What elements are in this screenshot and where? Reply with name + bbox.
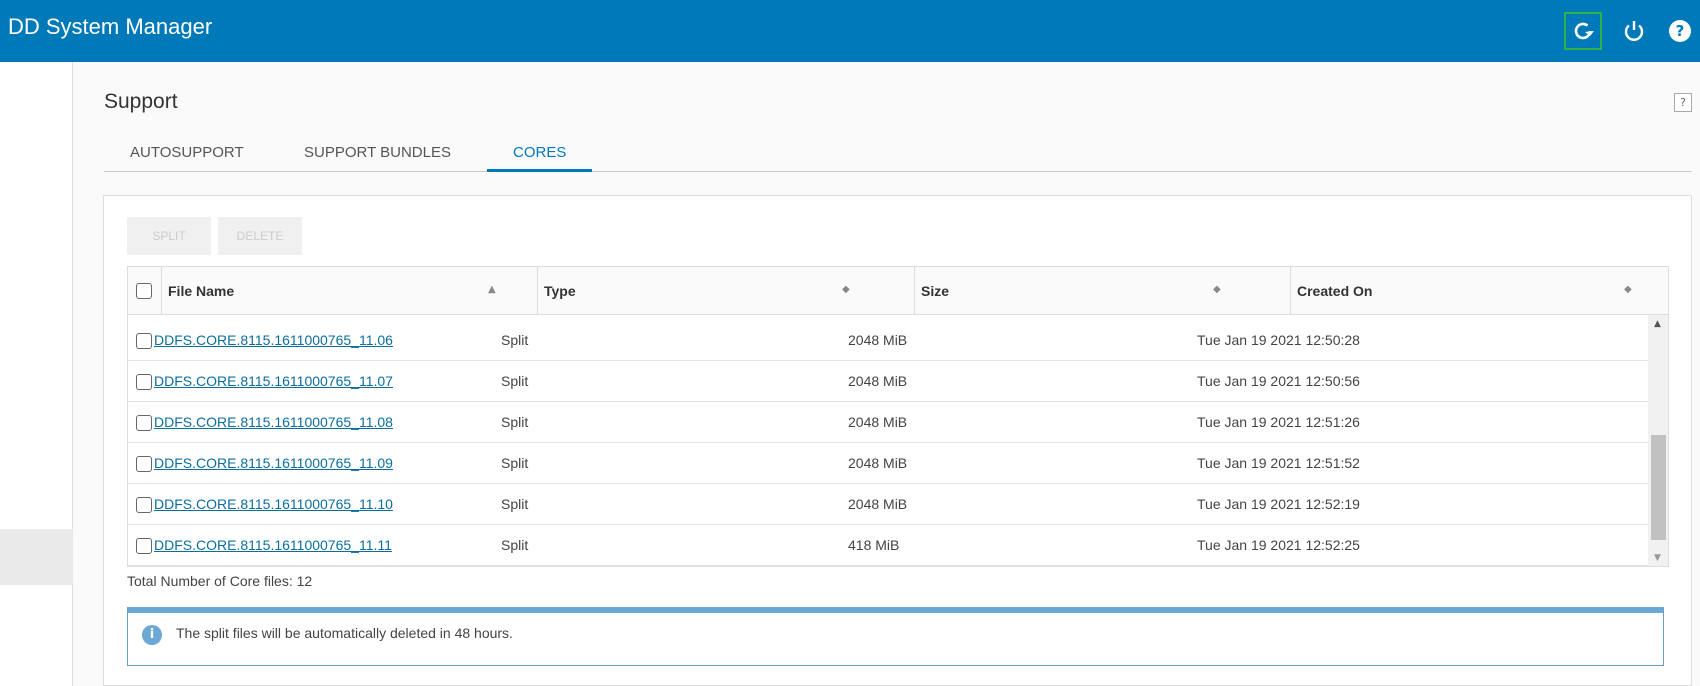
table-header: File Name ▲ Type ◆ Size ◆ Created On ◆ bbox=[128, 267, 1668, 315]
total-core-files: Total Number of Core files: 12 bbox=[127, 573, 313, 589]
refresh-icon[interactable] bbox=[1564, 12, 1602, 50]
svg-text:?: ? bbox=[1676, 22, 1685, 40]
type-cell: Split bbox=[501, 414, 529, 430]
size-cell: 418 MiB bbox=[848, 537, 900, 553]
row-checkbox[interactable] bbox=[136, 333, 152, 349]
size-cell: 2048 MiB bbox=[848, 373, 908, 389]
sidebar-item-selected[interactable] bbox=[0, 529, 73, 585]
sort-icon[interactable]: ◆ bbox=[1624, 284, 1632, 295]
file-name-link[interactable]: DDFS.CORE.8115.1611000765_11.09 bbox=[154, 455, 393, 471]
page-help-button[interactable]: ? bbox=[1674, 93, 1692, 112]
created-on-cell: Tue Jan 19 2021 12:51:52 bbox=[1197, 455, 1360, 471]
table-row: DDFS.CORE.8115.1611000765_11.06 Split 20… bbox=[128, 320, 1648, 361]
table-row: DDFS.CORE.8115.1611000765_11.09 Split 20… bbox=[128, 443, 1648, 484]
tab-bar: AUTOSUPPORT SUPPORT BUNDLES CORES bbox=[104, 140, 1692, 172]
info-alert: i The split files will be automatically … bbox=[127, 607, 1664, 666]
sort-icon[interactable]: ◆ bbox=[1213, 284, 1221, 295]
scroll-down-icon[interactable]: ▼ bbox=[1654, 553, 1661, 563]
file-name-link[interactable]: DDFS.CORE.8115.1611000765_11.10 bbox=[154, 496, 393, 512]
file-name-link[interactable]: DDFS.CORE.8115.1611000765_11.07 bbox=[154, 373, 393, 389]
scroll-up-icon[interactable]: ▲ bbox=[1654, 319, 1661, 329]
page-title: Support bbox=[104, 90, 178, 113]
row-checkbox[interactable] bbox=[136, 538, 152, 554]
type-cell: Split bbox=[501, 373, 529, 389]
created-on-cell: Tue Jan 19 2021 12:52:19 bbox=[1197, 496, 1360, 512]
delete-button[interactable]: DELETE bbox=[218, 217, 302, 255]
size-cell: 2048 MiB bbox=[848, 496, 908, 512]
table-row: DDFS.CORE.8115.1611000765_11.11 Split 41… bbox=[128, 525, 1648, 566]
tab-autosupport[interactable]: AUTOSUPPORT bbox=[130, 144, 244, 161]
split-button[interactable]: SPLIT bbox=[127, 217, 211, 255]
size-cell: 2048 MiB bbox=[848, 455, 908, 471]
created-on-cell: Tue Jan 19 2021 12:50:56 bbox=[1197, 373, 1360, 389]
row-checkbox[interactable] bbox=[136, 374, 152, 390]
file-name-link[interactable]: DDFS.CORE.8115.1611000765_11.08 bbox=[154, 414, 393, 430]
type-cell: Split bbox=[501, 537, 529, 553]
tab-cores[interactable]: CORES bbox=[487, 144, 593, 172]
sort-icon[interactable]: ◆ bbox=[842, 284, 850, 295]
cores-table: File Name ▲ Type ◆ Size ◆ Created On ◆ D… bbox=[127, 266, 1669, 567]
created-on-cell: Tue Jan 19 2021 12:51:26 bbox=[1197, 414, 1360, 430]
column-file-name[interactable]: File Name bbox=[168, 283, 235, 299]
table-row: DDFS.CORE.8115.1611000765_11.08 Split 20… bbox=[128, 402, 1648, 443]
info-icon: i bbox=[142, 625, 162, 645]
top-bar: DD System Manager ? bbox=[0, 0, 1700, 62]
size-cell: 2048 MiB bbox=[848, 332, 908, 348]
column-created-on[interactable]: Created On bbox=[1297, 283, 1373, 299]
type-cell: Split bbox=[501, 496, 529, 512]
power-icon[interactable] bbox=[1615, 12, 1653, 50]
table-row: DDFS.CORE.8115.1611000765_11.10 Split 20… bbox=[128, 484, 1648, 525]
help-icon[interactable]: ? bbox=[1661, 12, 1699, 50]
created-on-cell: Tue Jan 19 2021 12:50:28 bbox=[1197, 332, 1360, 348]
type-cell: Split bbox=[501, 332, 529, 348]
table-row: DDFS.CORE.8115.1611000765_11.07 Split 20… bbox=[128, 361, 1648, 402]
row-checkbox[interactable] bbox=[136, 456, 152, 472]
sort-ascending-icon[interactable]: ▲ bbox=[488, 284, 496, 295]
size-cell: 2048 MiB bbox=[848, 414, 908, 430]
created-on-cell: Tue Jan 19 2021 12:52:25 bbox=[1197, 537, 1360, 553]
type-cell: Split bbox=[501, 455, 529, 471]
column-type[interactable]: Type bbox=[544, 283, 576, 299]
column-size[interactable]: Size bbox=[921, 283, 950, 299]
select-all-checkbox[interactable] bbox=[136, 283, 152, 299]
row-checkbox[interactable] bbox=[136, 415, 152, 431]
table-scrollbar[interactable]: ▲ ▼ bbox=[1648, 315, 1668, 566]
sidebar bbox=[0, 62, 73, 686]
info-text: The split files will be automatically de… bbox=[176, 625, 513, 641]
file-name-link[interactable]: DDFS.CORE.8115.1611000765_11.06 bbox=[154, 332, 393, 348]
row-checkbox[interactable] bbox=[136, 497, 152, 513]
app-title: DD System Manager bbox=[8, 14, 213, 39]
tab-support-bundles[interactable]: SUPPORT BUNDLES bbox=[304, 144, 451, 161]
scrollbar-thumb[interactable] bbox=[1651, 435, 1666, 540]
file-name-link[interactable]: DDFS.CORE.8115.1611000765_11.11 bbox=[154, 537, 392, 553]
